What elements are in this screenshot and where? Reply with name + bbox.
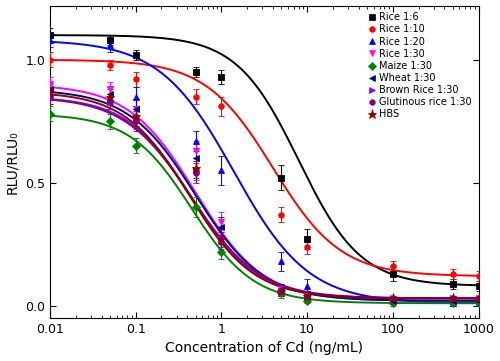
- X-axis label: Concentration of Cd (ng/mL): Concentration of Cd (ng/mL): [165, 342, 363, 356]
- Y-axis label: RLU/RLU₀: RLU/RLU₀: [6, 130, 20, 193]
- Legend: Rice 1:6, Rice 1:10, Rice 1:20, Rice 1:30, Maize 1:30, Wheat 1:30, Brown Rice 1:: Rice 1:6, Rice 1:10, Rice 1:20, Rice 1:3…: [366, 10, 474, 121]
